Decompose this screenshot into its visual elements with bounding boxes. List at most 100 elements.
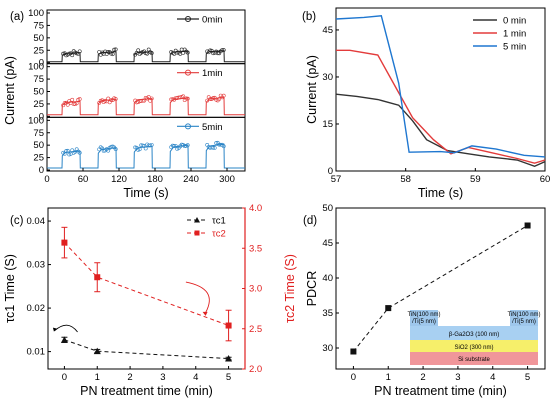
data-point-triangle (60, 336, 68, 343)
x-tick-label: 2 (127, 372, 132, 383)
data-point (220, 48, 225, 52)
y-tick-label: 30 (322, 343, 333, 354)
inset-electrode-right-label-1: TiN(100 nm) (507, 312, 540, 318)
inset-layer1-label: β-Ga2O3 (100 nm) (449, 332, 499, 338)
legend-label: 0min (202, 15, 223, 26)
data-point (74, 101, 79, 106)
legend-label: 5 min (503, 42, 526, 53)
y-tick-label: 100 (28, 115, 44, 126)
data-point (110, 52, 115, 57)
legend-label: τc1 (212, 216, 226, 227)
series-line-5-min (335, 15, 546, 158)
legend-marker (185, 16, 191, 22)
y-tick-label: 75 (33, 128, 44, 139)
data-point (218, 142, 223, 147)
legend-label: 1 min (503, 29, 526, 40)
y-tick-label: 0.01 (27, 347, 46, 358)
data-point (64, 149, 69, 153)
y-axis-label: Current (pA) (305, 55, 319, 124)
y2-tick-label: 2.5 (249, 324, 262, 335)
data-point (221, 48, 226, 52)
x-tick-label: 5 (226, 372, 231, 383)
x-tick-label: 2 (420, 372, 425, 383)
data-point (146, 95, 151, 99)
x-axis-label: Time (s) (418, 186, 463, 200)
x-tick-label: 4 (193, 372, 198, 383)
y-tick-label: 0.04 (27, 216, 46, 227)
x-tick-label: 0 (44, 174, 49, 185)
x-tick-label: 0 (62, 372, 67, 383)
y-tick-label: 30 (322, 72, 333, 83)
y-tick-label: 50 (33, 87, 44, 98)
data-point (181, 94, 186, 99)
data-point (106, 96, 111, 101)
inset-layer2-label: SiO2 (300 nm) (454, 345, 493, 351)
y-tick-label: 25 (33, 99, 44, 110)
y-tick-label: 40 (322, 273, 333, 284)
legend-marker (185, 123, 191, 130)
x-tick-label: 120 (111, 174, 127, 185)
data-point (142, 98, 147, 103)
trace-0min (47, 50, 245, 63)
y2-tick-label: 2.0 (249, 364, 262, 375)
data-point (215, 51, 220, 56)
data-point (212, 145, 217, 150)
data-point-square (94, 274, 101, 281)
inset-layer3 (410, 352, 538, 365)
data-point (149, 142, 154, 147)
data-point (143, 146, 148, 151)
data-point-square (385, 305, 392, 312)
series-line-PDCR (353, 225, 528, 352)
data-point (217, 97, 222, 101)
y-tick-label: 75 (33, 20, 44, 31)
y-tick-label: 50 (322, 203, 333, 214)
y-tick-label: 15 (322, 119, 333, 130)
data-point (113, 47, 118, 52)
axis-arrow-left (54, 324, 78, 333)
y-tick-label: 0.03 (27, 260, 46, 271)
x-tick-label: 1 (386, 372, 391, 383)
data-point (179, 142, 184, 147)
data-point (101, 149, 106, 153)
x-tick-label: 3 (160, 372, 165, 383)
data-point (148, 98, 153, 103)
data-point (205, 98, 210, 103)
legend-label: τc2 (212, 229, 226, 240)
x-tick-label: 60 (540, 174, 550, 185)
subplot-frame (46, 116, 246, 172)
inset-electrode-left (410, 310, 438, 326)
inset-layer2 (410, 340, 538, 352)
x-tick-label: 300 (219, 174, 235, 185)
series-line-0-min (335, 93, 546, 168)
x-tick-label: 60 (78, 174, 89, 185)
y-axis-label: Current (pA) (3, 56, 17, 125)
y-tick-label: 0.02 (27, 303, 46, 314)
data-point (181, 50, 186, 55)
inset-electrode-left-label-2: /Ti(5 nm) (412, 319, 436, 325)
y-tick-label: 0 (39, 58, 44, 69)
y-tick-label: 50 (33, 33, 44, 44)
data-point-triangle (225, 355, 233, 362)
legend-marker (194, 230, 200, 236)
data-point (77, 150, 82, 155)
panel-label: (c) (10, 215, 24, 227)
x-tick-label: 1 (95, 372, 100, 383)
data-point (70, 97, 75, 102)
data-point (113, 97, 118, 101)
data-point (208, 48, 213, 53)
axis-arrow-right (185, 281, 210, 313)
y-tick-label: 0 (39, 111, 44, 122)
data-point (149, 96, 154, 101)
x-tick-label: 58 (400, 174, 411, 185)
data-point-triangle (93, 347, 101, 355)
data-point (185, 50, 190, 55)
data-point-square (61, 239, 68, 246)
data-point (211, 96, 216, 100)
axis-arrow-left-head (52, 327, 57, 332)
panel-c: (c) 0 1 2 3 4 5 0.01 0.02 0.03 0.04 2.0 2.5 3.0 3.5 4.0… (3, 203, 297, 398)
data-point (65, 148, 70, 153)
